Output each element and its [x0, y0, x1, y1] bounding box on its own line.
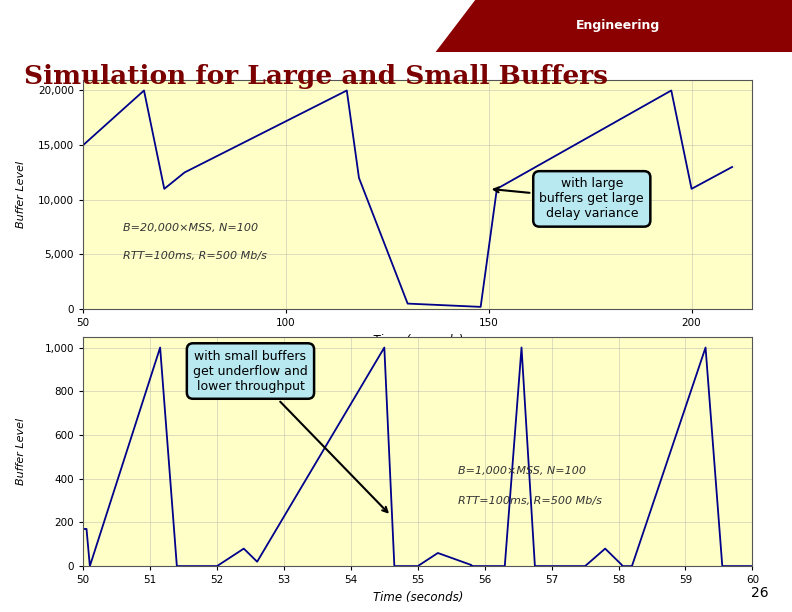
- Text: RTT=100ms, R=500 Mb/s: RTT=100ms, R=500 Mb/s: [124, 250, 267, 261]
- Y-axis label: Buffer Level: Buffer Level: [17, 161, 26, 228]
- Text: Simulation for Large and Small Buffers: Simulation for Large and Small Buffers: [24, 64, 607, 89]
- Text: B=20,000×MSS, N=100: B=20,000×MSS, N=100: [124, 223, 258, 233]
- Text: with large
buffers get large
delay variance: with large buffers get large delay varia…: [494, 177, 644, 220]
- Text: with small buffers
get underflow and
lower throughput: with small buffers get underflow and low…: [193, 349, 387, 512]
- X-axis label: Time (seconds): Time (seconds): [372, 334, 463, 346]
- Text: RTT=100ms, R=500 Mb/s: RTT=100ms, R=500 Mb/s: [458, 496, 602, 506]
- X-axis label: Time (seconds): Time (seconds): [372, 591, 463, 603]
- Text: Engineering: Engineering: [576, 19, 660, 32]
- Y-axis label: Buffer Level: Buffer Level: [17, 418, 26, 485]
- Text: 26: 26: [751, 586, 768, 600]
- Text: ⚓ Washington University in St. Louis: ⚓ Washington University in St. Louis: [24, 20, 265, 32]
- Text: B=1,000×MSS, N=100: B=1,000×MSS, N=100: [458, 466, 586, 476]
